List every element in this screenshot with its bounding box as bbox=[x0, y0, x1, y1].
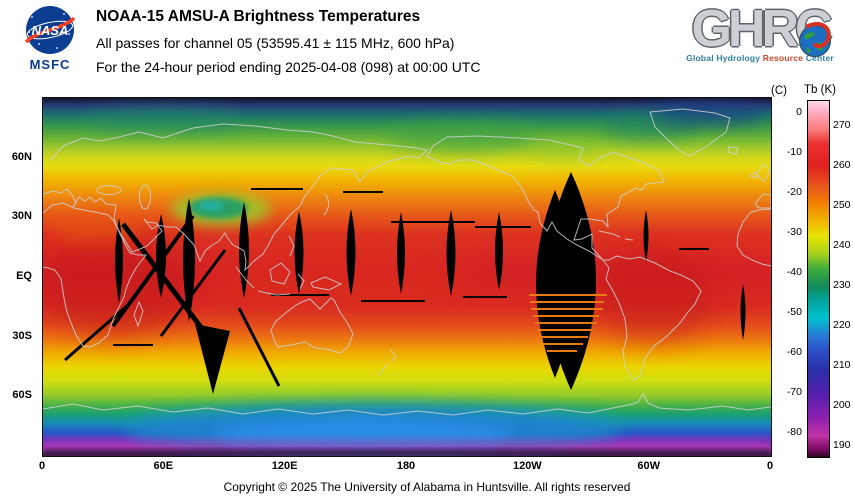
ghrc-tagline-word: Global bbox=[686, 53, 714, 63]
colorbar-gradient bbox=[807, 100, 830, 458]
colorbar-c-tick: -60 bbox=[786, 346, 802, 359]
lat-label: 60S bbox=[12, 389, 32, 402]
lon-label: 60W bbox=[637, 460, 660, 472]
colorbar-k-tick: 260 bbox=[833, 159, 851, 171]
ghrc-logo: GHRC Global Hydrology Resource Center bbox=[672, 0, 848, 63]
colorbar-kelvin-unit: Tb (K) bbox=[804, 84, 836, 96]
lat-label: 60N bbox=[11, 150, 32, 163]
map-plot bbox=[42, 97, 772, 457]
colorbar-k-tick: 190 bbox=[833, 439, 851, 451]
page-title: NOAA-15 AMSU-A Brightness Temperatures bbox=[96, 8, 421, 25]
colorbar-c-tick: -40 bbox=[786, 266, 802, 279]
title-block: NOAA-15 AMSU-A Brightness Temperatures A… bbox=[96, 8, 480, 83]
ghrc-tagline-word: Resource bbox=[760, 53, 804, 63]
missing-data-streaks bbox=[64, 214, 281, 387]
map-lat-labels: 60N 30N EQ 30S 60S bbox=[0, 98, 37, 456]
ghrc-tagline-word: Center bbox=[803, 53, 834, 63]
ghrc-acronym-ghr: GHR bbox=[691, 0, 799, 58]
colorbar-c-tick: -80 bbox=[786, 426, 802, 439]
lon-label: 60E bbox=[153, 460, 174, 472]
colorbar-c-tick: -30 bbox=[786, 226, 802, 239]
colorbar-k-tick: 210 bbox=[833, 359, 851, 371]
ghrc-tagline-word: Hydrology bbox=[713, 53, 761, 63]
lon-label: 0 bbox=[38, 460, 46, 472]
map-canvas bbox=[43, 98, 771, 456]
period-subtitle: For the 24-hour period ending 2025-04-08… bbox=[96, 59, 481, 75]
colorbar-c-tick: -50 bbox=[786, 306, 802, 319]
colorbar-c-tick: -20 bbox=[786, 186, 802, 199]
ghrc-globe-icon bbox=[797, 13, 834, 57]
colorbar-k-tick: 270 bbox=[833, 119, 851, 131]
colorbar-c-tick: 0 bbox=[796, 106, 802, 119]
svg-text:NASA: NASA bbox=[32, 23, 69, 38]
nasa-logo: NASA MSFC bbox=[14, 5, 86, 72]
map-lon-labels: 0 60E 120E 180 120W 60W 0 bbox=[38, 460, 774, 474]
msfc-label: MSFC bbox=[29, 57, 71, 72]
lat-label: 30S bbox=[12, 329, 32, 342]
lon-label: 120E bbox=[271, 460, 298, 472]
ghrc-tagline: Global Hydrology Resource Center bbox=[672, 53, 848, 63]
colorbar-c-tick: -70 bbox=[786, 386, 802, 399]
lat-label: 30N bbox=[11, 210, 32, 223]
channel-subtitle: All passes for channel 05 (53595.41 ± 11… bbox=[96, 35, 455, 51]
colorbar-k-tick: 250 bbox=[833, 199, 851, 211]
colorbar-c-tick: -10 bbox=[786, 146, 802, 159]
colorbar-k-tick: 200 bbox=[833, 399, 851, 411]
coastlines bbox=[43, 108, 771, 416]
copyright-text: Copyright © 2025 The University of Alaba… bbox=[223, 480, 631, 494]
lat-label: EQ bbox=[16, 270, 32, 282]
colorbar-celsius-unit: (C) bbox=[771, 85, 787, 97]
colorbar-c-ticks: 0 -10 -20 -30 -40 -50 -60 -70 -80 bbox=[774, 101, 804, 457]
colorbar-k-tick: 220 bbox=[833, 319, 851, 331]
lon-label: 180 bbox=[396, 460, 416, 472]
colorbar-k-ticks: 270 260 250 240 230 220 210 200 190 bbox=[832, 101, 854, 457]
colorbar-k-tick: 230 bbox=[833, 279, 851, 291]
nasa-meatball-icon: NASA bbox=[24, 6, 76, 54]
lon-label: 120W bbox=[512, 460, 542, 472]
ghrc-acronym: GHRC bbox=[691, 0, 832, 58]
swath-stripe-dropouts bbox=[529, 294, 607, 352]
scanline-dropouts bbox=[113, 188, 709, 346]
lon-label: 0 bbox=[766, 460, 774, 472]
colorbar-k-tick: 240 bbox=[833, 239, 851, 251]
